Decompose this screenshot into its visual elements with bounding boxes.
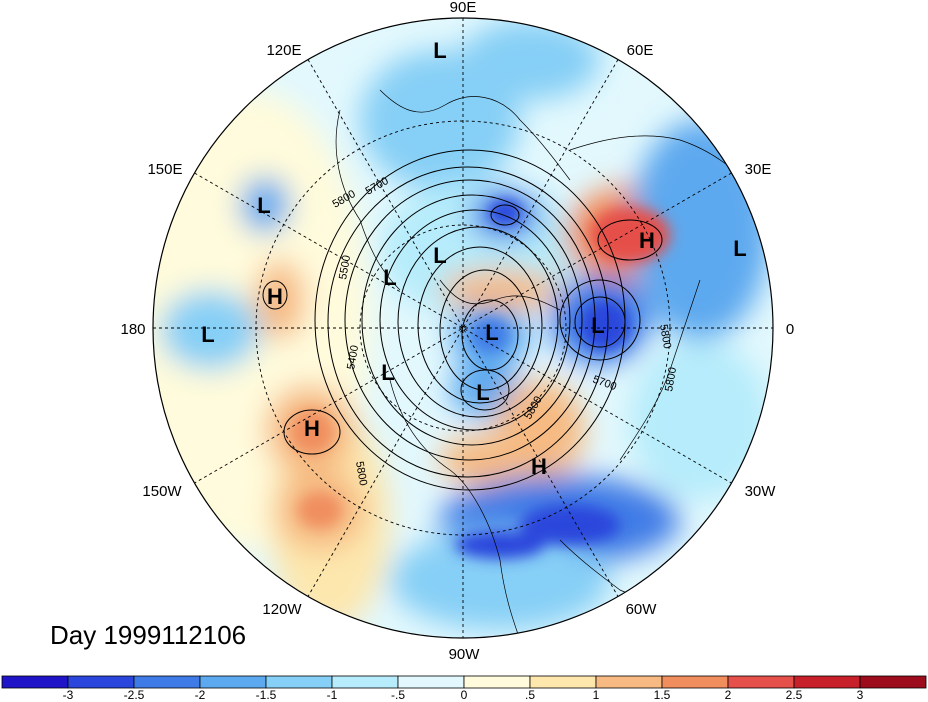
colorbar-swatch xyxy=(859,675,927,689)
colorbar-tick-label: 3 xyxy=(857,688,864,702)
low-center: L xyxy=(383,265,396,290)
colorbar-tick-label: -.5 xyxy=(391,688,405,702)
height-contours xyxy=(262,149,663,491)
colorbar-tick-label: 2.5 xyxy=(786,688,803,702)
high-center: H xyxy=(639,228,655,253)
low-center: L xyxy=(201,322,214,347)
colorbar-tick-label: 2 xyxy=(725,688,732,702)
high-center: H xyxy=(304,416,320,441)
colorbar-swatch xyxy=(793,675,861,689)
colorbar-swatch xyxy=(661,675,729,689)
lon-label-60e: 60E xyxy=(627,42,654,59)
lon-label-150w: 150W xyxy=(142,483,182,500)
contour-label: 5800 xyxy=(657,323,673,349)
map-boundary xyxy=(152,17,774,639)
low-center: L xyxy=(257,193,270,218)
colorbar-tick-label: -1.5 xyxy=(256,688,277,702)
lon-label-30w: 30W xyxy=(745,483,777,500)
high-center: H xyxy=(531,454,547,479)
low-center: L xyxy=(433,38,446,63)
colorbar: -3 -2.5 -2 -1.5 -1 -.5 0 .5 1 1.5 2 2.5 3 xyxy=(1,675,927,702)
pressure-centers: L L H L H L L L L L H L L H xyxy=(201,38,746,479)
low-center: L xyxy=(733,236,746,261)
longitude-labels: 90E 60E 30E 0 30W 60W 90W 120W 150W 180 … xyxy=(120,0,794,663)
low-center: L xyxy=(433,243,446,268)
contour-label: 5800 xyxy=(663,366,679,392)
colorbar-swatch xyxy=(331,675,399,689)
low-center: L xyxy=(476,380,489,405)
colorbar-swatch xyxy=(463,675,531,689)
lon-label-90w: 90W xyxy=(449,646,481,663)
lon-label-30e: 30E xyxy=(745,161,772,178)
colorbar-swatch xyxy=(595,675,663,689)
colorbar-swatch xyxy=(1,675,69,689)
lon-label-120w: 120W xyxy=(262,601,302,618)
colorbar-swatch xyxy=(529,675,597,689)
colorbar-tick-label: 0 xyxy=(461,688,468,702)
lon-label-180: 180 xyxy=(120,321,145,338)
contour-label: 5500 xyxy=(337,254,353,280)
colorbar-swatch xyxy=(265,675,333,689)
lon-label-60w: 60W xyxy=(626,601,658,618)
lon-label-120e: 120E xyxy=(266,42,301,59)
colorbar-tick-label: -3 xyxy=(63,688,74,702)
lon-label-90e: 90E xyxy=(450,0,477,16)
contour-label: 5800 xyxy=(353,460,369,486)
colorbar-swatch xyxy=(199,675,267,689)
high-center: H xyxy=(267,284,283,309)
map-title: Day 1999112106 xyxy=(50,620,247,650)
colorbar-tick-label: -2.5 xyxy=(124,688,145,702)
colorbar-tick-label: 1.5 xyxy=(654,688,671,702)
colorbar-tick-label: 1 xyxy=(593,688,600,702)
low-center: L xyxy=(591,313,604,338)
lon-label-150e: 150E xyxy=(147,161,182,178)
low-center: L xyxy=(485,320,498,345)
colorbar-swatch xyxy=(67,675,135,689)
colorbar-tick-label: -1 xyxy=(327,688,338,702)
colorbar-swatch xyxy=(397,675,465,689)
low-center: L xyxy=(381,360,394,385)
colorbar-swatch xyxy=(133,675,201,689)
contour-label: 5400 xyxy=(345,344,361,370)
colorbar-swatch xyxy=(727,675,795,689)
graticule xyxy=(153,18,773,638)
colorbar-tick-label: -2 xyxy=(195,688,206,702)
colorbar-tick-label: .5 xyxy=(525,688,535,702)
lon-label-0: 0 xyxy=(786,321,794,338)
